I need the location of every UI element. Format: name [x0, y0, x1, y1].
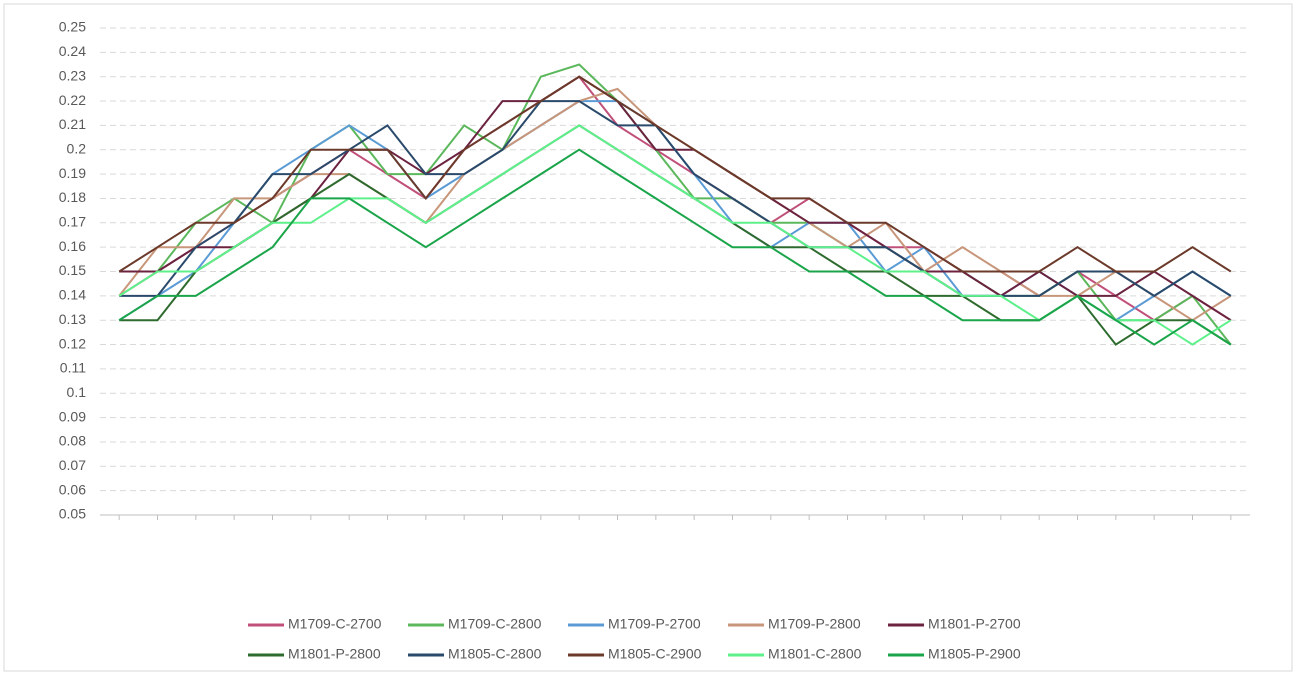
legend-label: M1805-C-2900 [608, 646, 702, 662]
y-tick-label: 0.08 [59, 433, 86, 449]
y-tick-label: 0.18 [59, 189, 86, 205]
y-tick-label: 0.16 [59, 238, 86, 254]
legend-label: M1805-P-2900 [928, 646, 1021, 662]
y-tick-label: 0.22 [59, 92, 86, 108]
y-tick-label: 0.12 [59, 335, 86, 351]
y-tick-label: 0.2 [67, 140, 87, 156]
series-line [119, 100, 1232, 298]
y-tick-label: 0.1 [67, 384, 87, 400]
legend-label: M1801-C-2800 [768, 646, 862, 662]
y-tick-label: 0.21 [59, 116, 86, 132]
legend-label: M1709-C-2800 [448, 616, 542, 632]
frame [3, 3, 1293, 672]
y-tick-label: 0.07 [59, 457, 86, 473]
legend-label: M1709-P-2800 [768, 616, 861, 632]
series-line [119, 63, 1232, 346]
y-tick-label: 0.24 [59, 43, 86, 59]
y-tick-label: 0.23 [59, 67, 86, 83]
y-tick-label: 0.14 [59, 287, 86, 303]
legend-label: M1801-P-2800 [288, 646, 381, 662]
y-tick-label: 0.15 [59, 262, 86, 278]
y-tick-label: 0.05 [59, 506, 86, 522]
y-tick-label: 0.25 [59, 19, 86, 35]
legend-label: M1709-P-2700 [608, 616, 701, 632]
series-line [119, 124, 1232, 346]
series-line [118, 148, 1232, 346]
y-tick-label: 0.11 [60, 360, 86, 376]
legend-label: M1709-C-2700 [288, 616, 382, 632]
legend-label: M1801-P-2700 [928, 616, 1021, 632]
series-line [118, 87, 1232, 322]
y-tick-label: 0.06 [59, 481, 86, 497]
series-line [118, 124, 1232, 346]
series-line [118, 75, 1232, 273]
legend-label: M1805-C-2800 [448, 646, 542, 662]
y-tick-label: 0.17 [59, 214, 86, 230]
y-tick-label: 0.13 [59, 311, 86, 327]
y-tick-label: 0.19 [59, 165, 86, 181]
y-tick-label: 0.09 [59, 408, 86, 424]
